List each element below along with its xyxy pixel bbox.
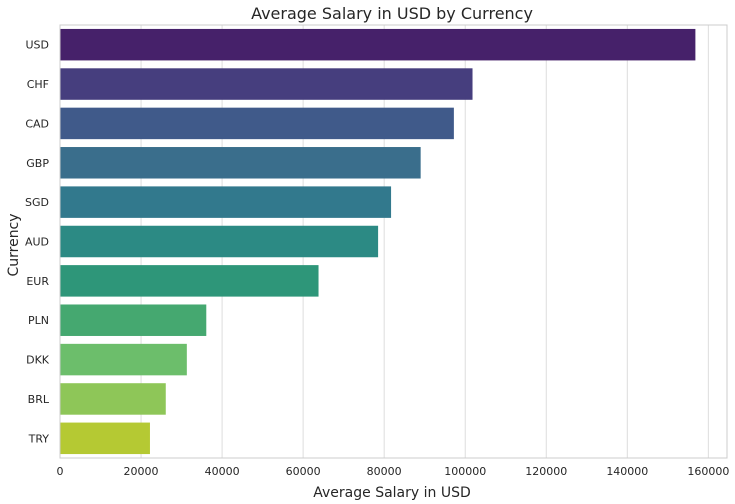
y-tick-label: BRL bbox=[28, 393, 50, 406]
x-tick-label: 20000 bbox=[124, 465, 159, 478]
x-tick-label: 80000 bbox=[367, 465, 402, 478]
x-tick-label: 160000 bbox=[687, 465, 729, 478]
x-tick-label: 100000 bbox=[444, 465, 486, 478]
bar-usd bbox=[60, 28, 696, 61]
bar-try bbox=[60, 422, 150, 455]
bar-chf bbox=[60, 68, 473, 100]
y-tick-label: TRY bbox=[28, 432, 50, 445]
bar-dkk bbox=[60, 343, 187, 376]
bar-pln bbox=[60, 304, 207, 336]
x-tick-label: 60000 bbox=[286, 465, 321, 478]
x-tick-label: 40000 bbox=[205, 465, 240, 478]
y-tick-label: DKK bbox=[26, 354, 50, 367]
x-tick-labels: 0 20000 40000 60000 80000 100000 120000 140000 1… bbox=[57, 465, 730, 478]
bar-eur bbox=[60, 265, 319, 297]
bar-sgd bbox=[60, 186, 392, 218]
chart-title: Average Salary in USD by Currency bbox=[251, 4, 533, 23]
y-tick-label: PLN bbox=[28, 314, 49, 327]
y-tick-labels: USD CHF CAD GBP SGD AUD EUR PLN DKK BRL TRY bbox=[25, 39, 50, 446]
y-tick-label: USD bbox=[25, 39, 49, 52]
x-axis-label: Average Salary in USD bbox=[313, 485, 471, 501]
bar-gbp bbox=[60, 147, 421, 179]
bar-aud bbox=[60, 225, 379, 258]
x-tick-label: 120000 bbox=[525, 465, 567, 478]
y-tick-label: EUR bbox=[26, 275, 49, 288]
y-tick-label: AUD bbox=[25, 236, 49, 249]
y-tick-label: GBP bbox=[26, 157, 49, 170]
y-axis-label: Currency bbox=[6, 213, 22, 276]
x-tick-label: 0 bbox=[57, 465, 64, 478]
x-tick-label: 140000 bbox=[606, 465, 648, 478]
bars bbox=[60, 28, 696, 455]
y-tick-label: CAD bbox=[25, 117, 49, 130]
plot-frame bbox=[59, 24, 728, 459]
bar-brl bbox=[60, 383, 166, 415]
y-tick-label: CHF bbox=[27, 78, 49, 91]
y-tick-label: SGD bbox=[25, 196, 49, 209]
bar-cad bbox=[60, 107, 454, 140]
